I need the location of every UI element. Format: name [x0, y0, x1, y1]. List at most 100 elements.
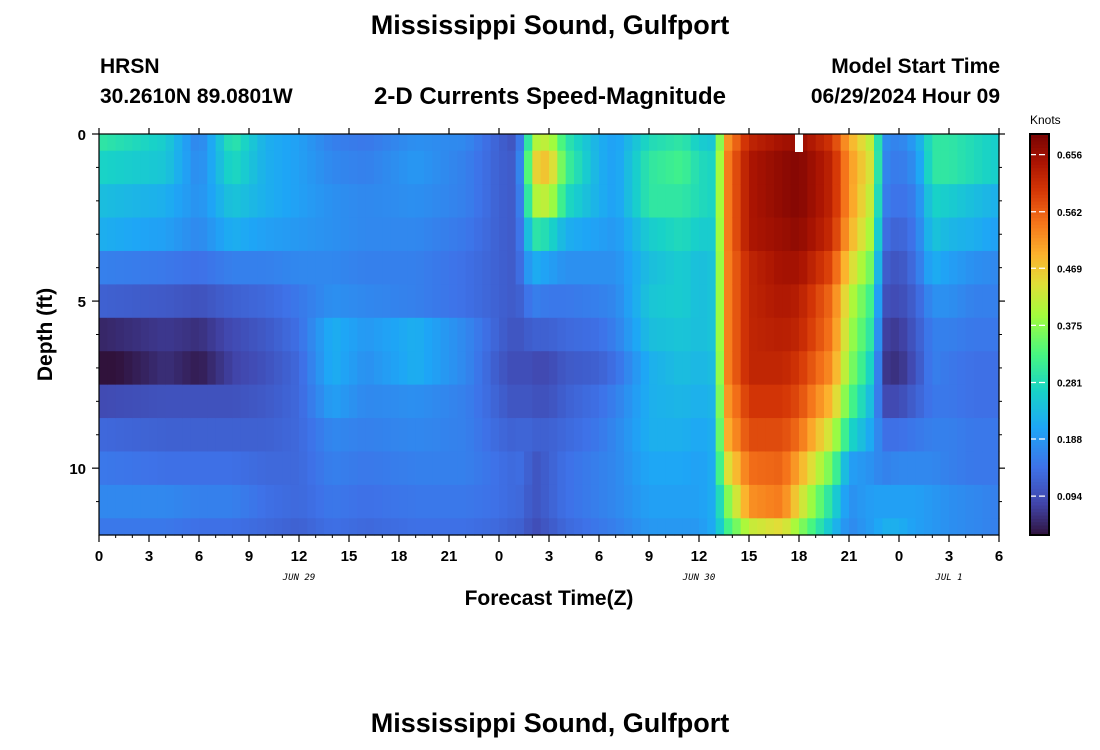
- heatmap-cell: [315, 184, 325, 219]
- heatmap-cell: [832, 518, 842, 536]
- heatmap-cell: [965, 134, 975, 152]
- heatmap-cell: [657, 518, 667, 536]
- heatmap-cell: [349, 217, 358, 252]
- heatmap-cell: [574, 284, 583, 319]
- heatmap-cell: [274, 284, 283, 319]
- colorbar-segment: [1030, 381, 1049, 386]
- colorbar-segment: [1030, 200, 1049, 205]
- heatmap-cell: [490, 150, 500, 185]
- heatmap-cell: [907, 217, 917, 252]
- heatmap-cell: [107, 317, 117, 352]
- heatmap-cell: [665, 284, 675, 319]
- heatmap-cell: [382, 351, 392, 386]
- colorbar-segment: [1030, 344, 1049, 349]
- heatmap-cell: [99, 451, 108, 486]
- heatmap-cell: [332, 418, 342, 453]
- heatmap-cell: [582, 384, 592, 419]
- heatmap-cell: [915, 418, 925, 453]
- heatmap-cell: [590, 451, 600, 486]
- heatmap-cell: [765, 284, 775, 319]
- heatmap-cell: [915, 384, 925, 419]
- heatmap-cell: [349, 184, 358, 219]
- heatmap-cell: [607, 150, 617, 185]
- heatmap-cell: [865, 217, 875, 252]
- heatmap-cell: [890, 351, 900, 386]
- colorbar-segment: [1030, 357, 1049, 362]
- heatmap-cell: [857, 134, 867, 152]
- y-tick-label: 0: [78, 127, 86, 144]
- heatmap-cell: [524, 250, 533, 285]
- heatmap-cell: [199, 384, 208, 419]
- heatmap-cell: [657, 250, 667, 285]
- heatmap-cell: [665, 134, 675, 152]
- heatmap-cell: [399, 317, 408, 352]
- x-tick-label: 3: [545, 548, 553, 565]
- heatmap-cell: [257, 317, 267, 352]
- heatmap-cell: [490, 451, 500, 486]
- heatmap-cell: [949, 184, 958, 219]
- heatmap-cell: [790, 184, 800, 219]
- heatmap-cell: [207, 134, 217, 152]
- heatmap-cell: [482, 351, 492, 386]
- heatmap-cell: [632, 284, 642, 319]
- heatmap-cell: [449, 217, 458, 252]
- heatmap-cell: [432, 418, 442, 453]
- heatmap-cell: [524, 317, 533, 352]
- heatmap-cell: [232, 518, 242, 536]
- heatmap-cell: [674, 384, 683, 419]
- heatmap-cell: [840, 317, 850, 352]
- heatmap-cell: [440, 250, 450, 285]
- heatmap-cell: [832, 250, 842, 285]
- heatmap-cell: [790, 284, 800, 319]
- heatmap-cell: [815, 484, 825, 519]
- heatmap-cell: [249, 351, 258, 386]
- heatmap-cell: [682, 351, 692, 386]
- heatmap-cell: [882, 384, 892, 419]
- heatmap-cell: [474, 384, 483, 419]
- heatmap-cell: [565, 518, 575, 536]
- heatmap-cell: [732, 250, 742, 285]
- heatmap-cell: [724, 217, 733, 252]
- heatmap-cell: [599, 317, 608, 352]
- x-tick-label: 12: [691, 548, 708, 565]
- heatmap-cell: [99, 284, 108, 319]
- heatmap-cell: [665, 184, 675, 219]
- heatmap-cell: [757, 484, 767, 519]
- heatmap-cell: [315, 217, 325, 252]
- heatmap-cell: [724, 317, 733, 352]
- heatmap-cell: [357, 150, 367, 185]
- colorbar-segment: [1030, 287, 1049, 292]
- heatmap-cell: [974, 317, 983, 352]
- heatmap-cell: [582, 250, 592, 285]
- day-label: JUN 30: [682, 573, 716, 583]
- heatmap-cell: [324, 518, 333, 536]
- heatmap-cell: [832, 418, 842, 453]
- heatmap-cell: [532, 284, 542, 319]
- heatmap-cell: [832, 351, 842, 386]
- heatmap-cell: [457, 134, 467, 152]
- heatmap-cell: [840, 250, 850, 285]
- heatmap-cell: [332, 484, 342, 519]
- heatmap-cell: [715, 217, 725, 252]
- heatmap-cell: [107, 217, 117, 252]
- heatmap-cell: [632, 451, 642, 486]
- heatmap-cell: [224, 484, 233, 519]
- heatmap-cell: [657, 484, 667, 519]
- heatmap-cell: [557, 484, 567, 519]
- colorbar-segment: [1030, 214, 1049, 219]
- heatmap-cell: [449, 184, 458, 219]
- heatmap-cell: [515, 351, 525, 386]
- colorbar-segment: [1030, 271, 1049, 275]
- heatmap-cell: [540, 284, 550, 319]
- colorbar-segment: [1030, 184, 1049, 189]
- heatmap-cell: [332, 217, 342, 252]
- colorbar-segment: [1030, 274, 1049, 279]
- heatmap-cell: [557, 451, 567, 486]
- heatmap-cell: [940, 217, 950, 252]
- colorbar-segment: [1030, 157, 1049, 162]
- heatmap-cell: [257, 418, 267, 453]
- heatmap-cell: [224, 418, 233, 453]
- colorbar-segment: [1030, 174, 1049, 179]
- heatmap-cell: [332, 351, 342, 386]
